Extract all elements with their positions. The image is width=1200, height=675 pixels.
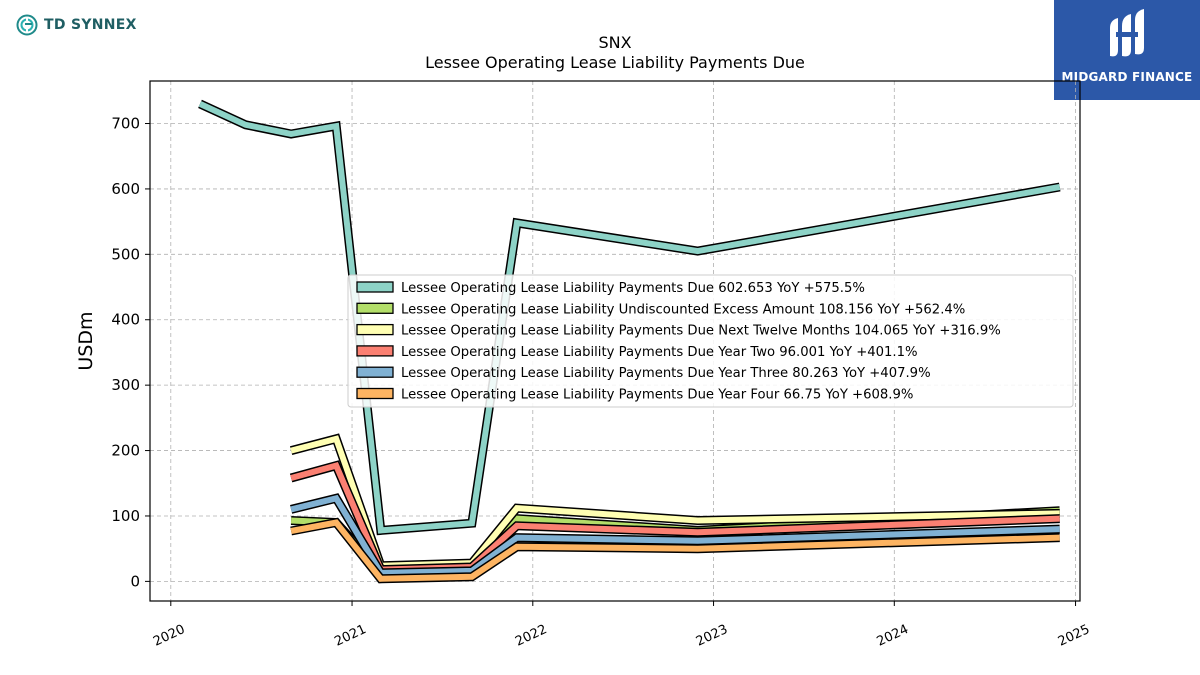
td-synnex-logo-icon [16,14,38,36]
chart-subtitle: Lessee Operating Lease Liability Payment… [425,53,805,72]
td-synnex-logo-text: TD SYNNEX [44,17,137,33]
x-tick-label: 2022 [513,622,549,650]
midgard-logo-text: MIDGARD FINANCE [1061,70,1193,84]
midgard-finance-logo: MIDGARD FINANCE [1054,0,1200,100]
y-axis: 0 100 200 300 400 500 600 700 [111,115,150,590]
legend-entry-label: Lessee Operating Lease Liability Payment… [401,281,865,296]
x-tick-label: 2025 [1056,622,1092,650]
legend-entry-label: Lessee Operating Lease Liability Payment… [401,345,918,360]
chart-title: SNX [598,33,631,52]
legend-swatch [356,366,394,378]
x-tick-label: 2024 [875,622,911,650]
legend-entry-label: Lessee Operating Lease Liability Undisco… [401,302,965,317]
legend-entry-label: Lessee Operating Lease Liability Payment… [401,388,913,403]
legend-swatch [356,387,394,400]
y-tick-label: 500 [111,245,140,263]
y-tick-label: 100 [111,507,140,525]
midgard-logo-icon [1110,9,1144,57]
series-1-line [198,101,1061,534]
y-axis-label: USDm [75,311,97,370]
legend-swatch [356,323,394,336]
legend-swatch [356,281,394,293]
legend: Lessee Operating Lease Liability Payment… [347,274,1074,408]
td-synnex-logo: TD SYNNEX [16,14,137,36]
x-tick-label: 2021 [332,622,368,650]
y-tick-label: 0 [130,572,140,590]
y-tick-label: 300 [111,376,140,394]
x-tick-label: 2023 [694,622,730,650]
legend-swatch [356,345,394,357]
legend-box [347,274,1074,408]
y-tick-label: 700 [111,115,140,133]
plot-frame [149,80,1081,602]
series-6-line [290,519,1060,582]
series-5-line [290,494,1060,576]
legend-entry-label: Lessee Operating Lease Liability Payment… [401,366,931,381]
y-tick-label: 400 [111,311,140,329]
x-tick-label: 2020 [151,622,187,650]
x-axis: 2020 2021 2022 2023 2024 2025 [151,601,1092,650]
y-tick-label: 200 [111,442,140,460]
legend-entry-label: Lessee Operating Lease Liability Payment… [401,324,1001,339]
legend-swatch [356,302,394,314]
series-lines [198,99,1061,584]
y-tick-label: 600 [111,180,140,198]
